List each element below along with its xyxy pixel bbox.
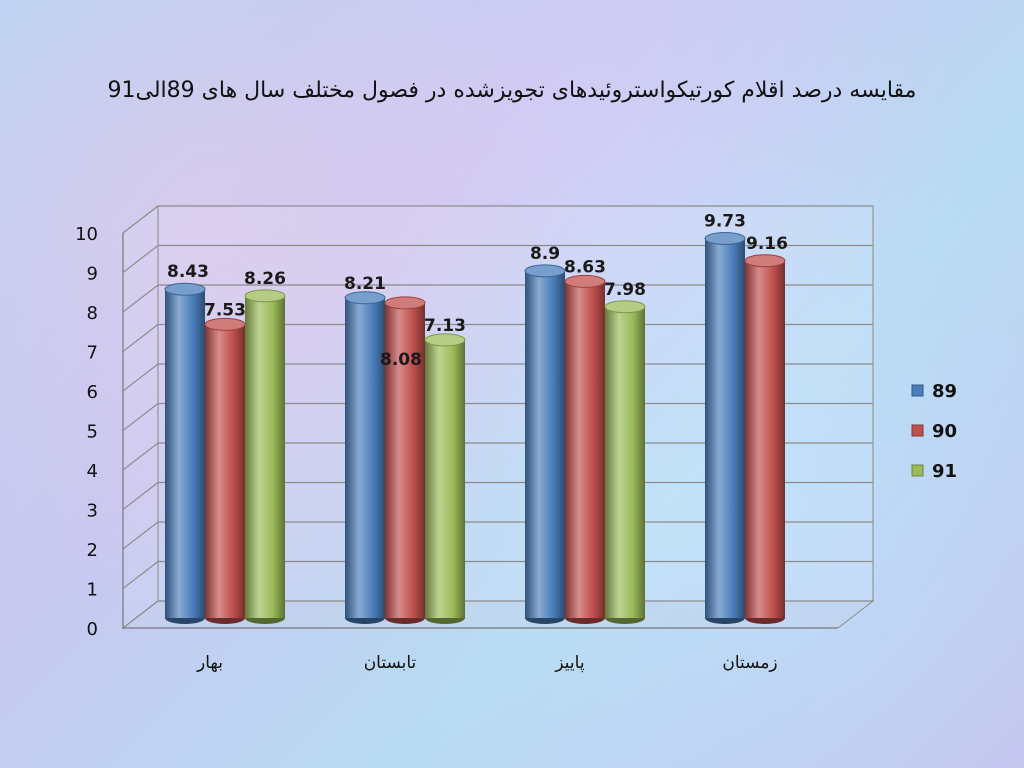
legend-swatch <box>911 384 924 397</box>
legend-swatch <box>911 424 924 437</box>
y-tick-label: 3 <box>87 501 98 522</box>
data-label: 7.53 <box>204 300 246 320</box>
data-label: 8.08 <box>380 350 422 370</box>
y-tick-label: 5 <box>87 422 98 443</box>
y-tick-label: 1 <box>87 580 98 601</box>
gridline <box>122 205 873 234</box>
bar <box>164 282 206 624</box>
bar <box>744 254 786 624</box>
y-tick-label: 0 <box>87 619 98 640</box>
x-tick-label: بهار <box>196 653 223 673</box>
legend-swatch <box>911 464 924 477</box>
data-label: 7.13 <box>424 316 466 336</box>
x-tick-label: پاییز <box>554 653 584 673</box>
data-label: 8.26 <box>244 269 286 289</box>
bar <box>244 289 286 624</box>
y-tick-label: 7 <box>87 343 98 364</box>
chart-title: مقایسه درصد اقلام کورتیکواستروئیدهای تجو… <box>107 78 917 103</box>
y-tick-label: 9 <box>87 264 98 285</box>
bar <box>704 232 746 624</box>
y-tick-label: 10 <box>75 224 98 245</box>
gridline <box>122 244 873 273</box>
data-label: 8.43 <box>167 262 209 282</box>
y-tick-label: 8 <box>87 303 98 324</box>
legend-label: 89 <box>932 381 957 402</box>
bar <box>524 264 566 624</box>
legend-label: 91 <box>932 461 957 482</box>
bar <box>604 300 646 624</box>
legend-label: 90 <box>932 421 957 442</box>
data-label: 9.73 <box>704 212 746 232</box>
x-tick-label: تابستان <box>364 653 417 673</box>
data-label: 8.21 <box>344 274 386 294</box>
data-label: 8.63 <box>564 257 606 277</box>
data-label: 9.16 <box>746 234 788 254</box>
y-tick-label: 4 <box>87 461 98 482</box>
y-tick-label: 2 <box>87 540 98 561</box>
bar <box>564 274 606 624</box>
gridline <box>122 284 873 313</box>
bar <box>424 333 466 624</box>
bar <box>204 317 246 624</box>
bar <box>344 291 386 624</box>
bar <box>384 296 426 624</box>
data-label: 8.9 <box>530 244 560 264</box>
x-tick-label: زمستان <box>722 653 777 673</box>
y-tick-label: 6 <box>87 382 98 403</box>
data-label: 7.98 <box>604 280 646 300</box>
